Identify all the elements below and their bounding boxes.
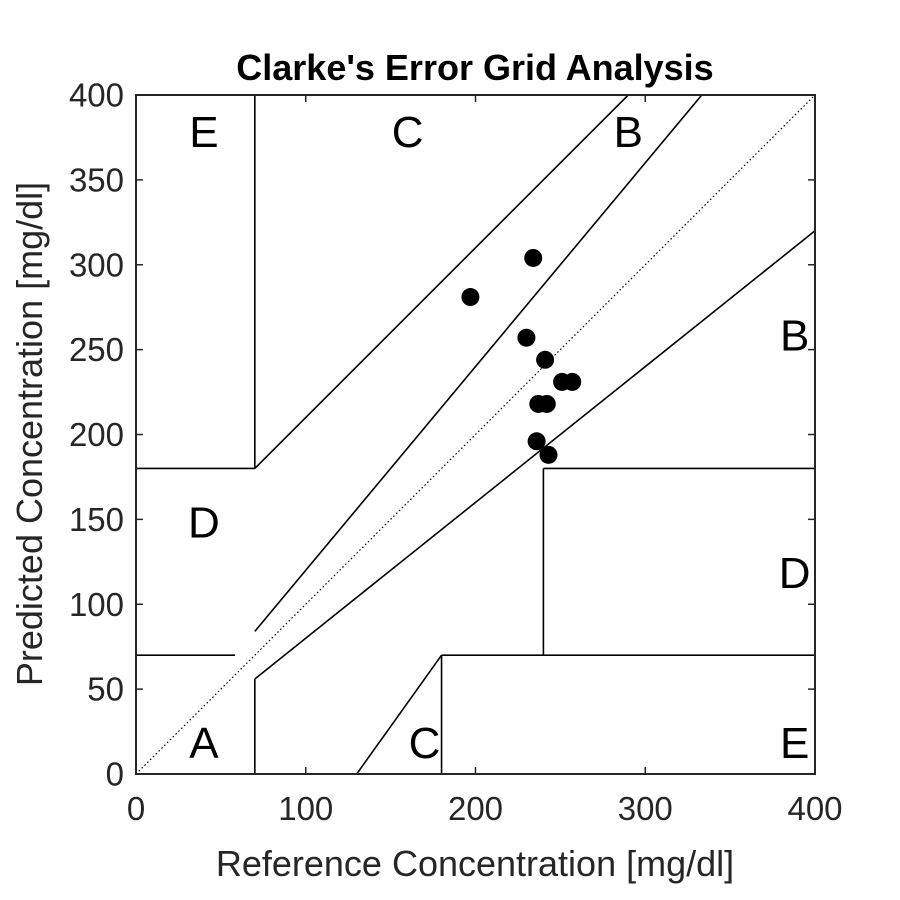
zone-label-c: C bbox=[392, 108, 424, 157]
zone-label-d: D bbox=[779, 549, 811, 598]
chart-title: Clarke's Error Grid Analysis bbox=[236, 47, 713, 88]
x-tick-label: 0 bbox=[127, 790, 145, 827]
y-tick-label: 350 bbox=[69, 161, 124, 198]
y-tick-label: 150 bbox=[69, 501, 124, 538]
zone-label-c: C bbox=[409, 719, 441, 768]
zone-line-c-lower-boundary bbox=[356, 654, 443, 775]
y-tick-label: 50 bbox=[87, 671, 124, 708]
zone-label-b: B bbox=[614, 108, 643, 157]
y-axis-ticks: 0 50 100 150 200 250 300 350 400 bbox=[69, 77, 815, 793]
y-tick-label: 100 bbox=[69, 586, 124, 623]
zone-label-b: B bbox=[780, 312, 809, 361]
y-tick-label: 200 bbox=[69, 416, 124, 453]
y-tick-label: 400 bbox=[69, 77, 124, 114]
data-point bbox=[517, 328, 536, 347]
x-tick-label: 200 bbox=[448, 790, 503, 827]
x-tick-label: 400 bbox=[787, 790, 842, 827]
zone-labels: E C B B D D A C E bbox=[188, 108, 811, 768]
zone-lines bbox=[135, 94, 816, 775]
x-axis-label: Reference Concentration [mg/dl] bbox=[216, 843, 734, 884]
zone-line-b-lower-boundary bbox=[254, 230, 816, 680]
data-point bbox=[539, 445, 558, 464]
y-tick-label: 0 bbox=[106, 756, 124, 793]
data-point bbox=[527, 432, 546, 451]
x-axis-ticks: 0 100 200 300 400 bbox=[127, 95, 843, 827]
data-point bbox=[563, 372, 582, 391]
zone-line-b-upper-boundary bbox=[254, 94, 703, 632]
data-points bbox=[461, 248, 582, 464]
zone-line-c-upper-boundary bbox=[254, 94, 629, 470]
zone-label-a: A bbox=[189, 719, 219, 768]
data-point bbox=[524, 248, 543, 267]
data-point bbox=[461, 288, 480, 307]
data-point bbox=[537, 394, 556, 413]
y-axis-label: Predicted Concentration [mg/dl] bbox=[9, 182, 50, 686]
zone-label-d: D bbox=[188, 498, 220, 547]
zone-line-identity bbox=[135, 94, 816, 775]
x-tick-label: 100 bbox=[278, 790, 333, 827]
zone-label-e: E bbox=[189, 108, 218, 157]
zone-label-e: E bbox=[780, 719, 809, 768]
y-tick-label: 250 bbox=[69, 331, 124, 368]
y-tick-label: 300 bbox=[69, 246, 124, 283]
x-tick-label: 300 bbox=[618, 790, 673, 827]
data-point bbox=[536, 350, 555, 369]
